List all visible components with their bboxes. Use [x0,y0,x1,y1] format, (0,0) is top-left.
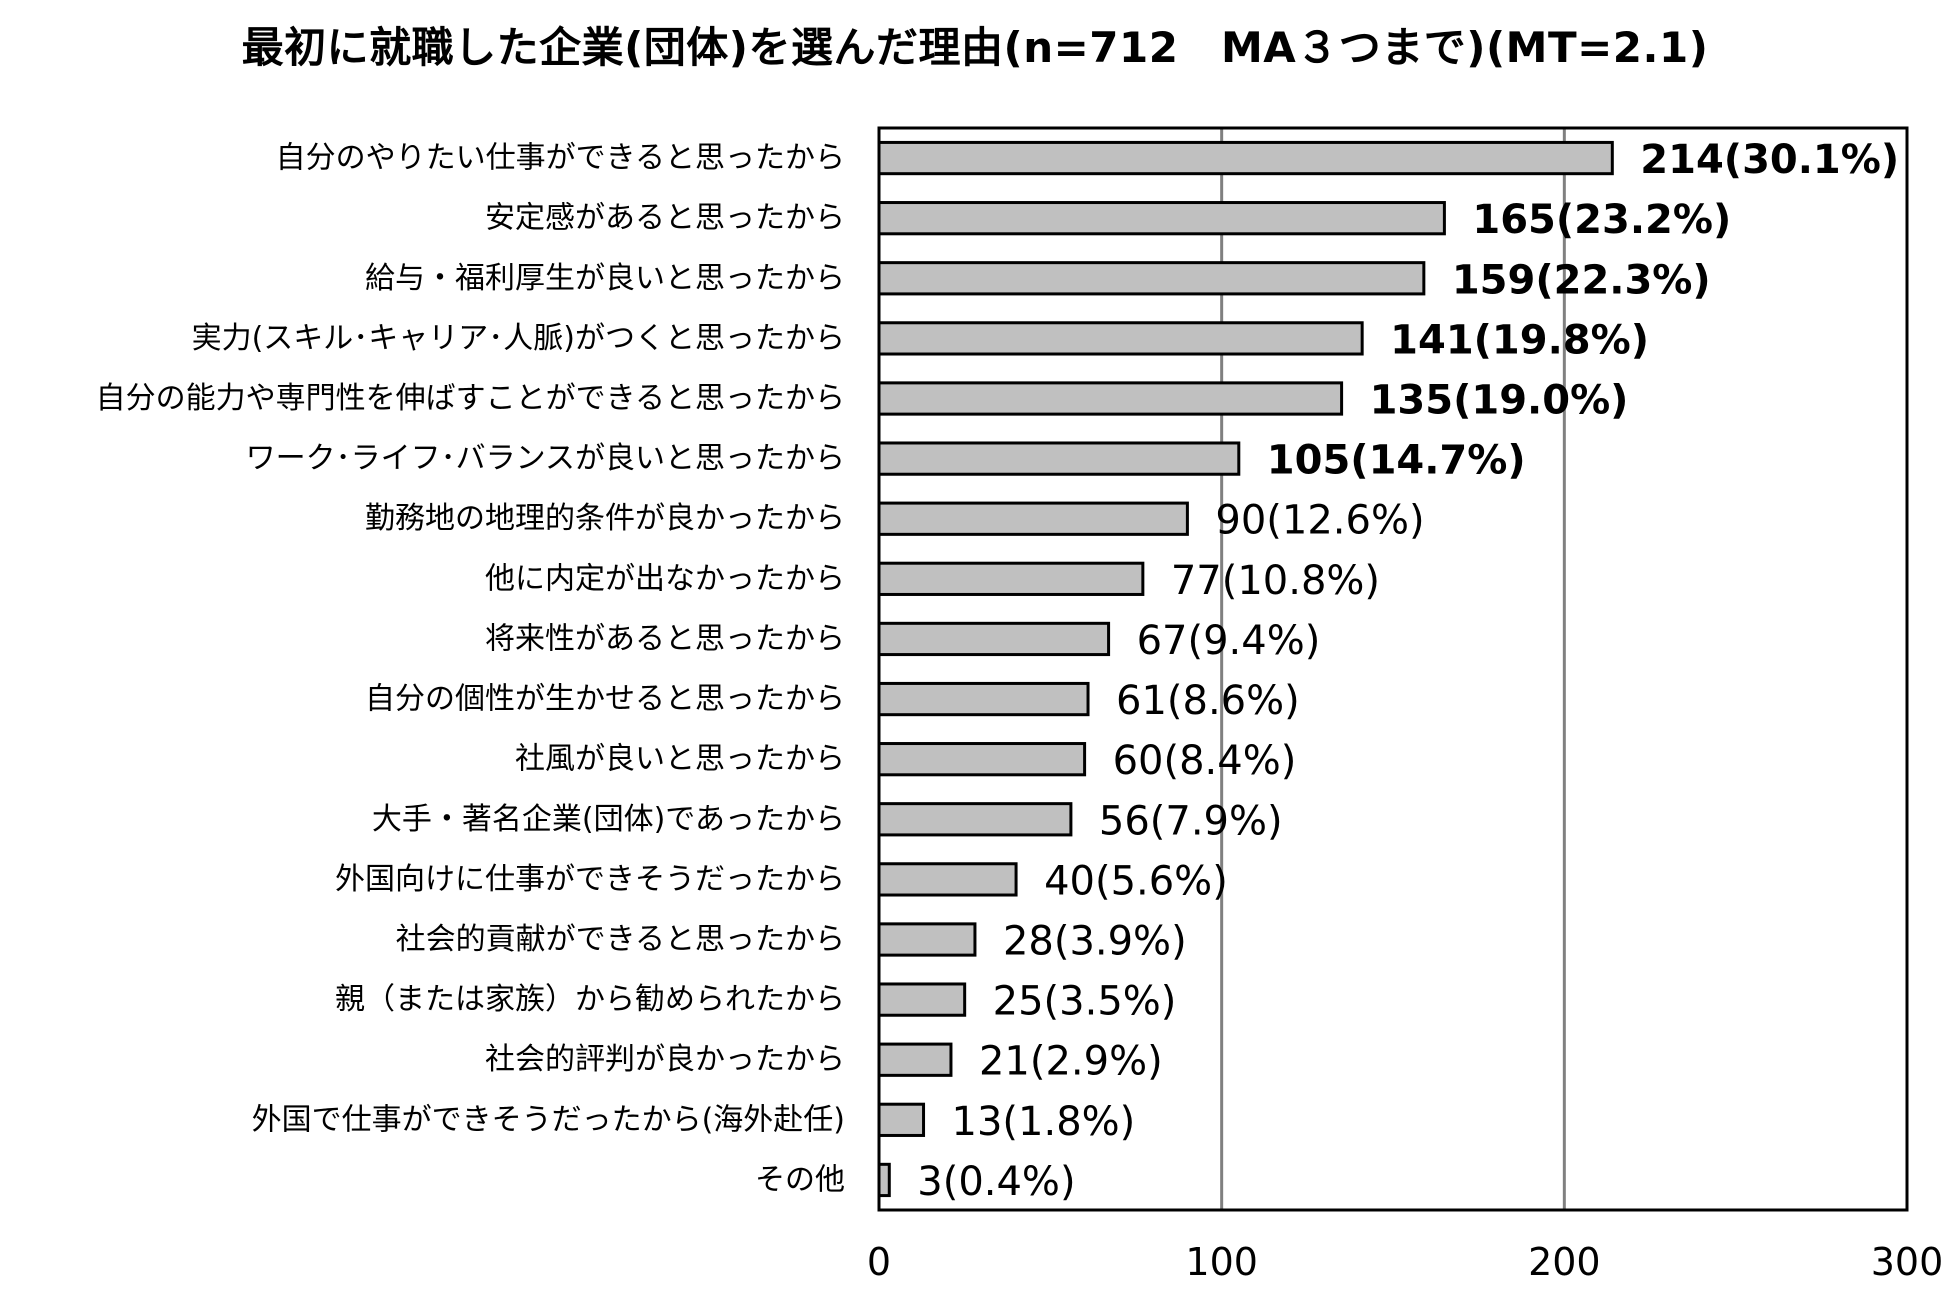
bar-6 [877,441,1241,476]
category-label-9: 将来性があると思ったから [485,621,845,656]
data-label-14: 28(3.9%) [1003,919,1187,965]
bar-8 [877,561,1145,596]
data-label-18: 3(0.4%) [917,1159,1075,1205]
data-label-17: 13(1.8%) [952,1099,1136,1145]
category-label-14: 社会的貢献ができると思ったから [396,922,845,957]
data-label-13: 40(5.6%) [1044,858,1228,904]
data-label-10: 61(8.6%) [1116,678,1300,724]
data-label-12: 56(7.9%) [1099,798,1283,844]
category-label-13: 外国向けに仕事ができそうだったから [335,862,845,897]
x-tick-label-200: 200 [1528,1240,1601,1284]
category-label-11: 社風が良いと思ったから [515,742,845,777]
category-label-17: 外国で仕事ができそうだったから(海外赴任) [252,1102,845,1137]
bar-13 [877,862,1018,897]
bar-18 [877,1162,891,1198]
bar-1 [877,140,1614,176]
data-label-6: 105(14.7%) [1267,438,1526,484]
gridlines [1220,128,1566,1210]
plot-frame [877,126,1909,1212]
data-label-5: 135(19.0%) [1370,378,1629,424]
x-tick-label-100: 100 [1185,1240,1258,1284]
category-label-6: ワーク･ライフ･バランスが良いと思ったから [246,441,845,476]
data-label-8: 77(10.8%) [1171,558,1380,604]
data-label-11: 60(8.4%) [1113,738,1297,784]
data-label-4: 141(19.8%) [1390,317,1649,363]
bar-10 [877,681,1090,717]
x-axis-tick-labels: 0 100 200 300 [867,1240,1943,1284]
bar-4 [877,321,1364,356]
category-label-12: 大手・著名企業(団体)であったから [372,802,845,837]
category-label-18: その他 [755,1162,845,1197]
category-label-7: 勤務地の地理的条件が良かったから [365,501,845,536]
category-label-3: 給与・福利厚生が良いと思ったから [365,261,845,296]
bar-7 [877,501,1189,536]
data-label-16: 21(2.9%) [979,1039,1163,1085]
category-label-5: 自分の能力や専門性を伸ばすことができると思ったから [96,381,845,416]
bar-11 [877,742,1087,777]
bar-15 [877,982,967,1017]
bar-3 [877,261,1426,296]
x-tick-label-300: 300 [1871,1240,1944,1284]
data-label-15: 25(3.5%) [993,979,1177,1025]
category-label-10: 自分の個性が生かせると思ったから [365,682,845,717]
data-label-2: 165(23.2%) [1472,197,1731,243]
data-label-1: 214(30.1%) [1640,137,1899,183]
category-label-1: 自分のやりたい仕事ができると思ったから [276,141,845,176]
bar-16 [877,1042,953,1077]
bar-14 [877,922,977,957]
category-label-2: 安定感があると思ったから [485,201,845,236]
value-labels: 214(30.1%) 165(23.2%) 159(22.3%) 141(19.8%)… [917,137,1899,1205]
category-label-16: 社会的評判が良かったから [485,1042,845,1077]
chart-title: 最初に就職した企業(団体)を選んだ理由(n=712 MA３つまで)(MT=2.1… [241,23,1709,72]
bar-17 [877,1102,926,1137]
x-tick-label-0: 0 [867,1240,891,1284]
category-label-15: 親（または家族）から勧められたから [335,982,845,1017]
bar-12 [877,802,1073,837]
data-label-3: 159(22.3%) [1452,257,1711,303]
category-labels: 自分のやりたい仕事ができると思ったから安定感があると思ったから給与・福利厚生が良… [96,141,845,1198]
data-label-7: 90(12.6%) [1215,498,1424,544]
bar-5 [877,381,1344,416]
category-label-8: 他に内定が出なかったから [485,561,845,596]
bar-9 [877,621,1111,657]
data-label-9: 67(9.4%) [1137,618,1321,664]
bar-2 [877,201,1446,236]
category-label-4: 実力(スキル･キャリア･人脈)がつくと思ったから [192,321,845,356]
